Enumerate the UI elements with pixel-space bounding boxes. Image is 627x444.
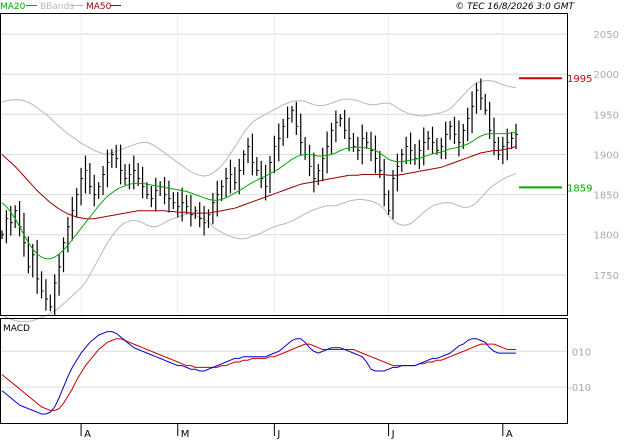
bband-lower-line xyxy=(1,173,517,322)
x-tick-label: M xyxy=(181,429,190,440)
x-tick-label: A xyxy=(506,429,513,440)
macd-gridlines xyxy=(0,350,567,388)
price-tick-label: 2050 xyxy=(594,30,619,41)
bollinger-bands xyxy=(1,80,517,322)
x-tick-label: J xyxy=(276,429,280,440)
legend-bbands-label: BBands xyxy=(40,2,74,12)
bband-upper-line xyxy=(1,80,517,177)
ma20-line xyxy=(1,131,517,260)
price-tick-label: 2000 xyxy=(594,70,619,81)
price-tick-label: 1800 xyxy=(594,231,619,242)
macd-tick-label: 010 xyxy=(572,347,591,358)
legend-ma20-label: MA20 xyxy=(0,2,26,12)
ma50-line xyxy=(1,145,517,220)
price-tick-label: 1850 xyxy=(594,191,619,202)
ohlc-bars xyxy=(1,78,518,316)
x-tick-label: J xyxy=(391,429,395,440)
legend: MA20 BBands MA50 xyxy=(0,2,121,12)
support-label: 1859 xyxy=(567,183,592,194)
macd-tick-label: -010 xyxy=(568,383,591,394)
macd-title: MACD xyxy=(3,324,30,334)
price-axis-ticks: 2050 2000 1950 1900 1850 1800 1750 xyxy=(594,30,619,282)
price-levels: 1995 1859 xyxy=(519,74,592,194)
price-tick-label: 1750 xyxy=(594,271,619,282)
price-tick-label: 1900 xyxy=(594,150,619,161)
macd-lines xyxy=(1,331,516,415)
copyright-text: © TEC 16/8/2026 3:0 GMT xyxy=(455,2,575,12)
price-panel-border xyxy=(0,13,568,316)
moving-averages xyxy=(1,131,517,260)
macd-line xyxy=(1,331,516,415)
x-tick-label: A xyxy=(84,429,91,440)
macd-panel-border xyxy=(0,318,568,424)
macd-signal-line xyxy=(1,338,516,411)
price-tick-label: 1950 xyxy=(594,110,619,121)
resistance-label: 1995 xyxy=(567,74,592,85)
legend-ma50-label: MA50 xyxy=(86,2,112,12)
macd-axis-ticks: 010 -010 xyxy=(568,347,591,394)
